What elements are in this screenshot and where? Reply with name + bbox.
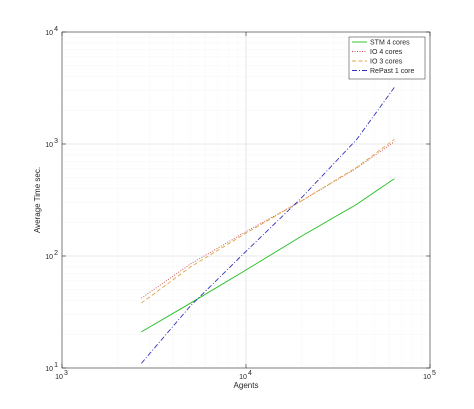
legend-label: IO 3 cores — [370, 59, 403, 66]
x-tick-label-exponent: 3 — [64, 370, 68, 377]
series-line-4 — [141, 87, 395, 364]
legend-box — [348, 36, 426, 80]
legend-label: RePast 1 core — [370, 68, 414, 75]
y-tick-label: 10 — [45, 254, 53, 261]
series-line-1 — [141, 178, 395, 333]
y-tick-label: 10 — [45, 366, 53, 373]
y-tick-label-exponent: 4 — [54, 26, 58, 33]
y-tick-label: 10 — [45, 142, 53, 149]
series-lines — [141, 87, 395, 364]
x-axis-label: Agents — [234, 381, 259, 390]
y-tick-label: 10 — [45, 30, 53, 37]
x-tick-label-exponent: 5 — [432, 370, 436, 377]
series-line-2 — [141, 141, 395, 299]
x-tick-label: 10 — [239, 374, 247, 381]
legend-label: IO 4 cores — [370, 49, 403, 56]
y-tick-label-exponent: 2 — [54, 250, 58, 257]
y-tick-label-exponent: 3 — [54, 138, 58, 145]
x-tick-label-exponent: 4 — [248, 370, 252, 377]
x-tick-label: 10 — [423, 374, 431, 381]
y-tick-label-exponent: 1 — [54, 362, 58, 369]
series-line-3 — [141, 138, 395, 304]
x-tick-label: 10 — [55, 374, 63, 381]
legend: STM 4 cores IO 4 cores IO 3 cores RePast 1 … — [348, 36, 426, 80]
y-axis-label: Average Time sec. — [33, 167, 42, 233]
legend-label: STM 4 cores — [370, 40, 410, 47]
